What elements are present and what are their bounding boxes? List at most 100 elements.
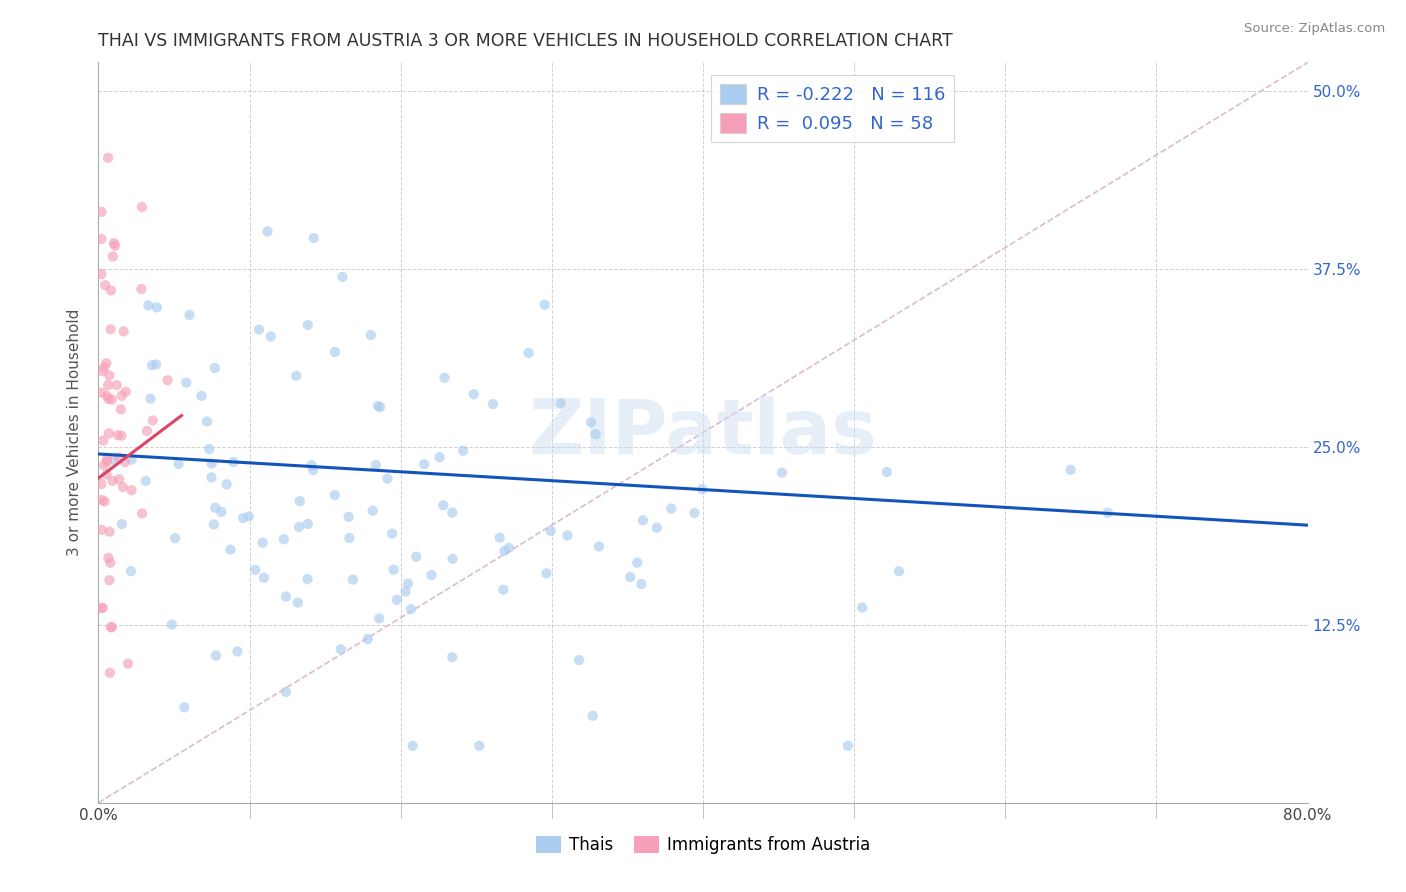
Point <box>494 544 516 558</box>
Legend: Thais, Immigrants from Austria: Thais, Immigrants from Austria <box>529 830 877 861</box>
Point <box>120 483 142 498</box>
Point <box>582 708 605 723</box>
Point <box>536 566 558 581</box>
Point <box>101 249 124 263</box>
Point <box>297 572 319 586</box>
Text: Source: ZipAtlas.com: Source: ZipAtlas.com <box>1244 22 1385 36</box>
Point <box>368 611 391 625</box>
Point <box>323 345 346 359</box>
Point <box>101 620 124 634</box>
Point <box>533 298 555 312</box>
Point <box>357 632 380 646</box>
Point <box>323 488 346 502</box>
Point <box>120 564 142 578</box>
Point <box>432 499 454 513</box>
Point <box>287 596 309 610</box>
Point <box>121 452 143 467</box>
Point <box>260 329 283 343</box>
Point <box>332 269 354 284</box>
Point <box>770 466 793 480</box>
Point <box>557 528 579 542</box>
Point <box>90 204 112 219</box>
Point <box>368 400 391 414</box>
Point <box>451 443 474 458</box>
Point <box>463 387 485 401</box>
Point <box>100 322 122 336</box>
Point <box>96 389 118 403</box>
Point <box>195 415 218 429</box>
Point <box>167 457 190 471</box>
Point <box>139 392 162 406</box>
Point <box>98 368 121 383</box>
Point <box>91 492 114 507</box>
Y-axis label: 3 or more Vehicles in Household: 3 or more Vehicles in Household <box>67 309 83 557</box>
Point <box>441 551 464 566</box>
Point <box>111 389 134 403</box>
Point <box>394 584 416 599</box>
Point <box>100 620 122 634</box>
Point <box>202 517 225 532</box>
Point <box>482 397 505 411</box>
Point <box>200 470 222 484</box>
Point <box>429 450 451 465</box>
Point <box>90 601 112 615</box>
Point <box>382 563 405 577</box>
Point <box>468 739 491 753</box>
Point <box>302 463 325 477</box>
Point <box>585 427 607 442</box>
Point <box>204 500 226 515</box>
Point <box>98 665 121 680</box>
Point <box>98 556 121 570</box>
Point <box>146 301 169 315</box>
Point <box>110 428 132 442</box>
Point <box>659 501 682 516</box>
Point <box>288 520 311 534</box>
Point <box>492 582 515 597</box>
Point <box>98 524 121 539</box>
Point <box>107 450 129 465</box>
Point <box>104 453 127 467</box>
Point <box>190 389 212 403</box>
Point <box>837 739 859 753</box>
Point <box>413 457 436 471</box>
Point <box>297 318 319 332</box>
Point <box>100 284 122 298</box>
Point <box>402 739 425 753</box>
Point <box>690 482 713 496</box>
Point <box>117 657 139 671</box>
Point <box>93 359 115 374</box>
Point <box>96 356 118 370</box>
Point <box>145 358 167 372</box>
Point <box>887 564 910 578</box>
Point <box>540 524 562 538</box>
Point <box>97 378 120 392</box>
Point <box>645 521 668 535</box>
Point <box>204 360 226 375</box>
Point <box>274 590 297 604</box>
Point <box>876 465 898 479</box>
Point <box>488 531 510 545</box>
Point <box>201 457 224 471</box>
Point <box>111 517 134 532</box>
Point <box>176 376 198 390</box>
Point <box>630 577 652 591</box>
Point <box>420 568 443 582</box>
Point <box>232 511 254 525</box>
Point <box>361 504 384 518</box>
Text: ZIPatlas: ZIPatlas <box>529 396 877 469</box>
Point <box>165 531 187 545</box>
Point <box>288 494 311 508</box>
Point <box>96 454 118 468</box>
Point <box>98 573 121 587</box>
Point <box>568 653 591 667</box>
Point <box>274 685 297 699</box>
Point <box>105 378 128 392</box>
Point <box>626 556 648 570</box>
Point <box>93 458 115 473</box>
Point <box>256 224 278 238</box>
Point <box>93 494 115 508</box>
Point <box>131 507 153 521</box>
Point <box>441 506 464 520</box>
Point <box>90 385 112 400</box>
Point <box>142 413 165 427</box>
